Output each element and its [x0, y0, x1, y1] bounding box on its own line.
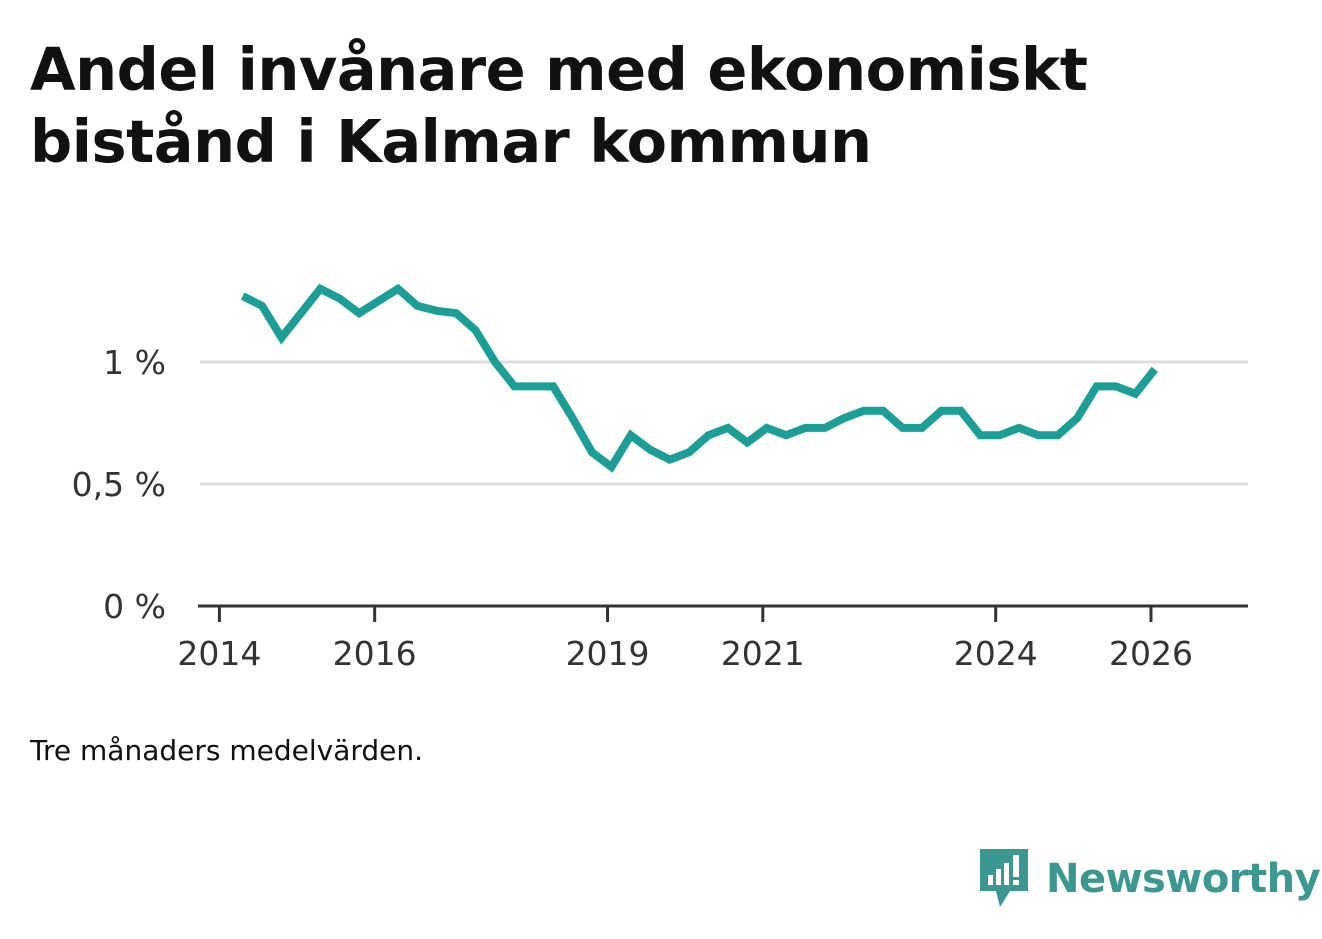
- series-line: [240, 283, 1158, 473]
- gridlines: [200, 360, 1248, 486]
- chart-title: Andel invånare med ekonomiskt bistånd i …: [30, 35, 1088, 176]
- x-tick-label: 2014: [177, 634, 261, 673]
- brand-name: Newsworthy: [1046, 856, 1321, 902]
- line-chart: 0 % 0,5 % 1 % 2014 2016 2019 2021 2024 2026: [72, 283, 1248, 673]
- y-tick-label: 0 %: [103, 587, 166, 626]
- x-tick-label: 2026: [1109, 634, 1193, 673]
- x-tick-label: 2019: [566, 634, 650, 673]
- brand-logo-block: Newsworthy: [980, 848, 1321, 910]
- y-tick-label: 0,5 %: [72, 465, 166, 504]
- series-lines: [240, 283, 1158, 473]
- y-axis-ticks: 0 % 0,5 % 1 %: [72, 343, 166, 626]
- x-tick-label: 2021: [721, 634, 805, 673]
- x-tick-label: 2024: [954, 634, 1038, 673]
- chart-note: Tre månaders medelvärden.: [30, 734, 424, 767]
- bar-chart-speech-bubble-icon: [980, 849, 1028, 907]
- y-tick-label: 1 %: [103, 343, 166, 382]
- x-axis-ticks: 2014 2016 2019 2021 2024 2026: [177, 606, 1193, 673]
- x-tick-label: 2016: [333, 634, 417, 673]
